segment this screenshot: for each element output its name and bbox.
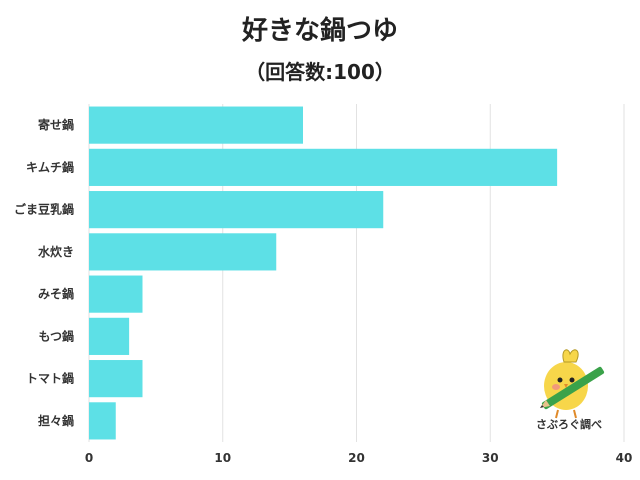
category-label: 水炊き — [38, 244, 74, 259]
chart-subtitle: （回答数:100） — [245, 60, 395, 84]
bar — [89, 233, 277, 271]
bar — [89, 317, 130, 355]
x-tick-label: 20 — [348, 451, 365, 465]
x-tick-labels: 0 10 20 30 40 — [85, 451, 633, 465]
bar — [89, 191, 384, 229]
category-label: みそ鍋 — [38, 286, 74, 301]
x-tick-label: 10 — [214, 451, 231, 465]
bar — [89, 148, 558, 186]
bar — [89, 275, 143, 313]
x-tick-label: 0 — [85, 451, 93, 465]
category-label: 担々鍋 — [38, 413, 74, 428]
bar — [89, 106, 303, 144]
category-label: ごま豆乳鍋 — [14, 202, 74, 217]
category-label: もつ鍋 — [38, 328, 74, 343]
bars — [89, 106, 558, 440]
bird-mascot-icon — [540, 349, 605, 419]
x-tick-label: 30 — [482, 451, 499, 465]
chart-title: 好きな鍋つゆ — [241, 16, 398, 46]
bar — [89, 402, 116, 440]
x-tick-label: 40 — [616, 451, 633, 465]
bar — [89, 360, 143, 398]
source-watermark: さぶろぐ調べ — [536, 418, 602, 431]
category-label: トマト鍋 — [26, 371, 74, 386]
category-label: キムチ鍋 — [26, 159, 74, 174]
category-label: 寄せ鍋 — [38, 117, 74, 132]
